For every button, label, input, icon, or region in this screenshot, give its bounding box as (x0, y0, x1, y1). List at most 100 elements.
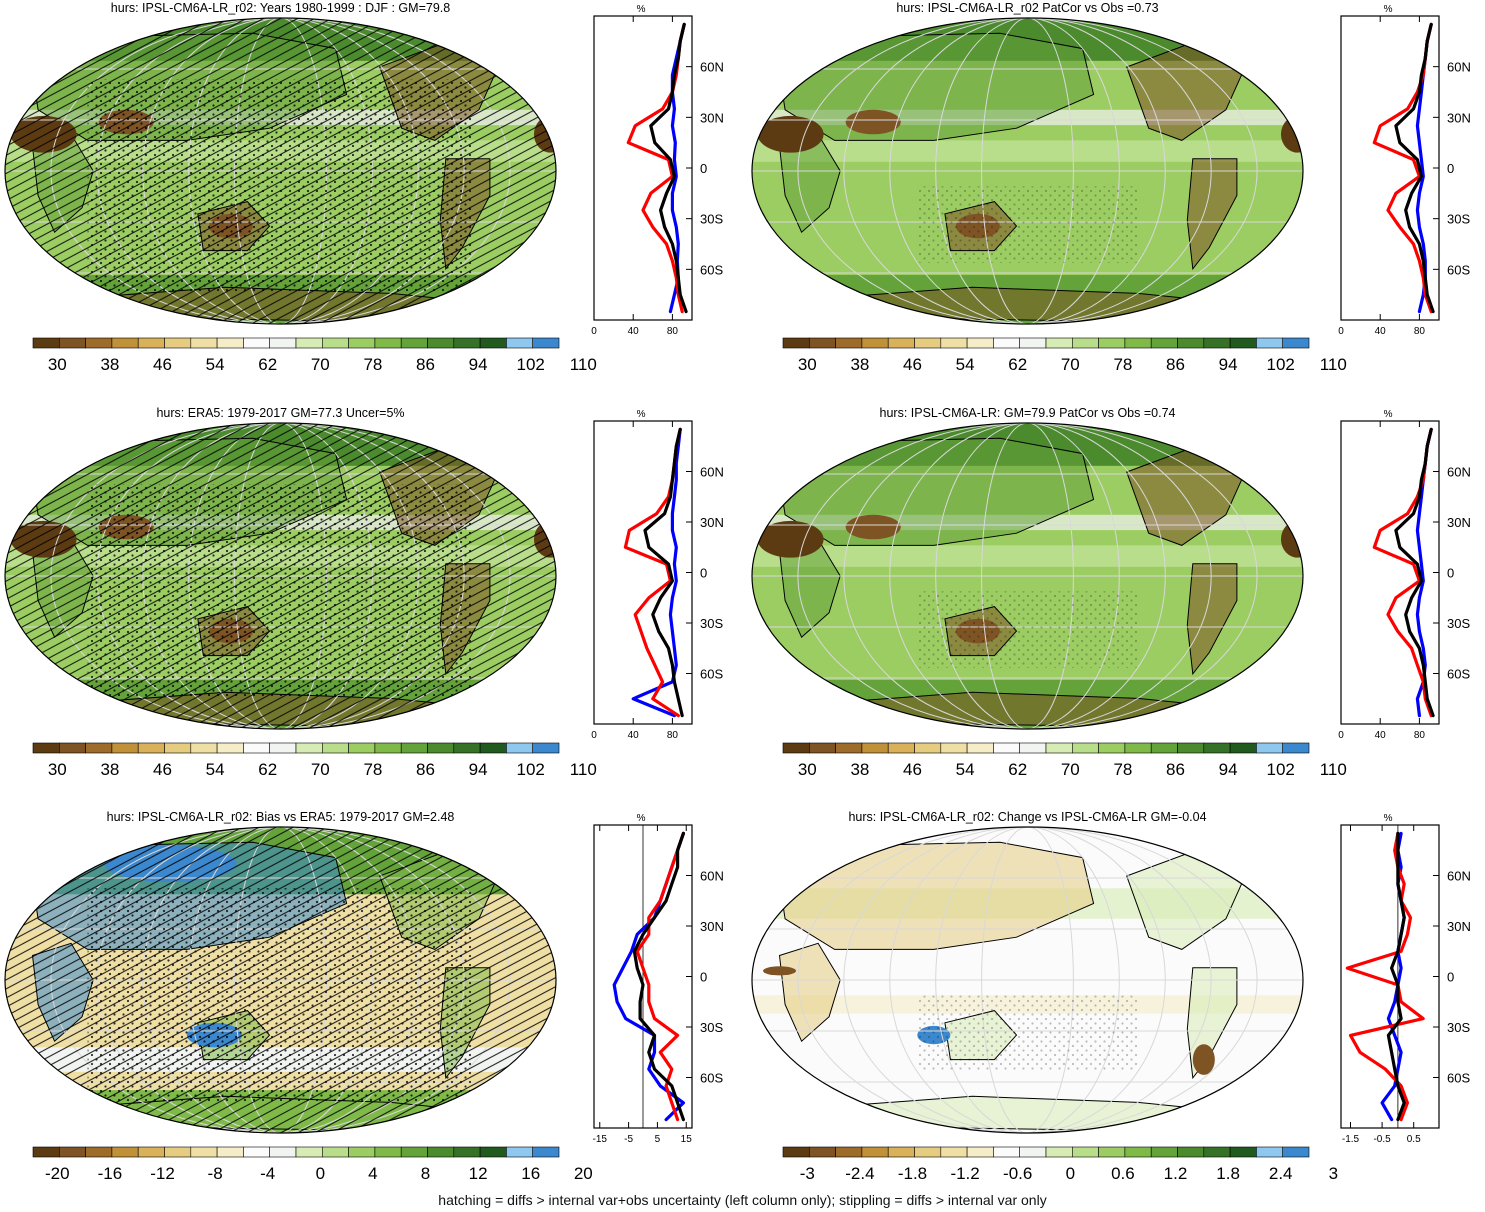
colorbar-tick-label: 70 (311, 355, 330, 374)
colorbar: 30 38 46 54 62 70 78 86 94 102 110 (782, 337, 1347, 374)
colorbar-tick-label: 2.4 (1269, 1164, 1293, 1183)
colorbar-tick-label: 86 (1166, 355, 1185, 374)
profile-x-tick-label: 0 (1338, 326, 1344, 337)
colorbar-swatch (400, 1146, 428, 1158)
colorbar-swatch (479, 1146, 507, 1158)
profile-y-tick-label: 60S (1447, 1071, 1470, 1086)
colorbar-swatch (1045, 1146, 1073, 1158)
colorbar-swatch (295, 1146, 323, 1158)
profile-x-tick-label: 0 (591, 730, 597, 741)
profile-x-tick-label: 0.5 (1407, 1134, 1421, 1145)
profile-y-tick-label: 60S (1447, 262, 1470, 277)
colorbar-tick-label: 1.8 (1216, 1164, 1240, 1183)
colorbar-swatch (782, 1146, 810, 1158)
colorbar-swatch (914, 1146, 942, 1158)
colorbar-swatch (269, 742, 297, 754)
colorbar-swatch (993, 1146, 1021, 1158)
colorbar-swatch (808, 742, 836, 754)
colorbar-swatch (348, 337, 376, 349)
panel-title: hurs: IPSL-CM6A-LR: GM=79.9 PatCor vs Ob… (880, 406, 1176, 420)
colorbar-tick-label: 86 (416, 760, 435, 779)
colorbar-tick-label: 102 (1267, 355, 1295, 374)
zonal-profile: 0 40 80% 60N 30N 0 30S 60S (591, 4, 724, 337)
profile-y-tick-label: 30S (700, 1020, 723, 1035)
colorbar-swatch (835, 337, 863, 349)
colorbar-swatch (453, 742, 481, 754)
colorbar-tick-label: 70 (1061, 355, 1080, 374)
colorbar-tick-label: -1.2 (950, 1164, 979, 1183)
colorbar-swatch (1150, 337, 1178, 349)
profile-y-tick-label: 60S (700, 1071, 723, 1086)
profile-x-tick-label: -0.5 (1373, 1134, 1391, 1145)
colorbar-swatch (1256, 1146, 1284, 1158)
colorbar-swatch (914, 742, 942, 754)
panel-title: hurs: ERA5: 1979-2017 GM=77.3 Uncer=5% (156, 406, 404, 420)
colorbar-swatch (808, 337, 836, 349)
map-field (752, 827, 1303, 1133)
colorbar-swatch (427, 337, 455, 349)
colorbar-swatch (1045, 742, 1073, 754)
colorbar-tick-label: 0.6 (1111, 1164, 1135, 1183)
map-outline (4, 17, 557, 325)
colorbar-tick-label: 12 (469, 1164, 488, 1183)
colorbar-tick-label: -1.8 (898, 1164, 927, 1183)
colorbar-tick-label: 30 (48, 355, 67, 374)
profile-x-tick-label: 40 (628, 730, 640, 741)
panel-title: hurs: IPSL-CM6A-LR_r02: Years 1980-1999 … (111, 1, 450, 15)
colorbar-swatch (966, 1146, 994, 1158)
colorbar-tick-label: -12 (150, 1164, 175, 1183)
colorbar-swatch (137, 337, 165, 349)
colorbar-swatch (1019, 1146, 1047, 1158)
colorbar-swatch (1072, 337, 1099, 349)
colorbar-swatch (940, 1146, 968, 1158)
footnote: hatching = diffs > internal var+obs unce… (438, 1192, 1047, 1208)
colorbar-tick-label: -8 (208, 1164, 223, 1183)
colorbar-tick-label: 54 (956, 355, 975, 374)
profile-line-red (635, 831, 686, 1122)
colorbar-tick-label: 20 (574, 1164, 593, 1183)
colorbar-tick-label: 0 (1066, 1164, 1075, 1183)
colorbar-swatch (1124, 742, 1152, 754)
profile-x-tick-label: 0 (1338, 730, 1344, 741)
colorbar-swatch (111, 1146, 139, 1158)
colorbar-tick-label: 62 (258, 760, 277, 779)
colorbar-tick-label: 94 (469, 760, 488, 779)
colorbar-tick-label: 38 (100, 355, 119, 374)
map-outline (751, 826, 1304, 1134)
colorbar-swatch (216, 1146, 244, 1158)
profile-unit-label: % (1384, 409, 1393, 420)
profile-x-tick-label: 40 (628, 326, 640, 337)
colorbar-tick-label: 70 (1061, 760, 1080, 779)
colorbar-swatch (861, 742, 889, 754)
colorbar-tick-label: 62 (1008, 355, 1027, 374)
colorbar-tick-label: -4 (260, 1164, 275, 1183)
profile-y-tick-label: 30N (700, 515, 724, 530)
profile-x-tick-label: -1.5 (1342, 1134, 1360, 1145)
profile-line-red (1345, 831, 1425, 1122)
colorbar-swatch (321, 337, 349, 349)
map-field (5, 423, 556, 729)
colorbar-swatch (1124, 337, 1152, 349)
profile-unit-label: % (637, 4, 646, 15)
profile-y-tick-label: 60S (700, 667, 723, 682)
colorbar-tick-label: -2.4 (845, 1164, 874, 1183)
colorbar-swatch (835, 1146, 863, 1158)
colorbar-swatch (479, 337, 507, 349)
colorbar-swatch (887, 742, 915, 754)
colorbar-tick-label: 46 (903, 355, 922, 374)
colorbar-tick-label: 46 (153, 760, 172, 779)
profile-x-tick-label: 5 (655, 1134, 661, 1145)
map-field (5, 827, 556, 1133)
colorbar-swatch (295, 742, 323, 754)
profile-y-tick-label: 30N (1447, 919, 1471, 934)
colorbar-tick-label: 30 (798, 760, 817, 779)
colorbar-swatch (427, 1146, 455, 1158)
profile-line-black (1394, 427, 1435, 718)
colorbar-swatch (1098, 742, 1126, 754)
panel-title: hurs: IPSL-CM6A-LR_r02: Bias vs ERA5: 19… (107, 810, 455, 824)
colorbar-swatch (32, 337, 60, 349)
profile-y-tick-label: 30N (700, 919, 724, 934)
colorbar-swatch (58, 1146, 86, 1158)
colorbar-swatch (164, 1146, 192, 1158)
profile-y-tick-label: 0 (1447, 566, 1454, 581)
